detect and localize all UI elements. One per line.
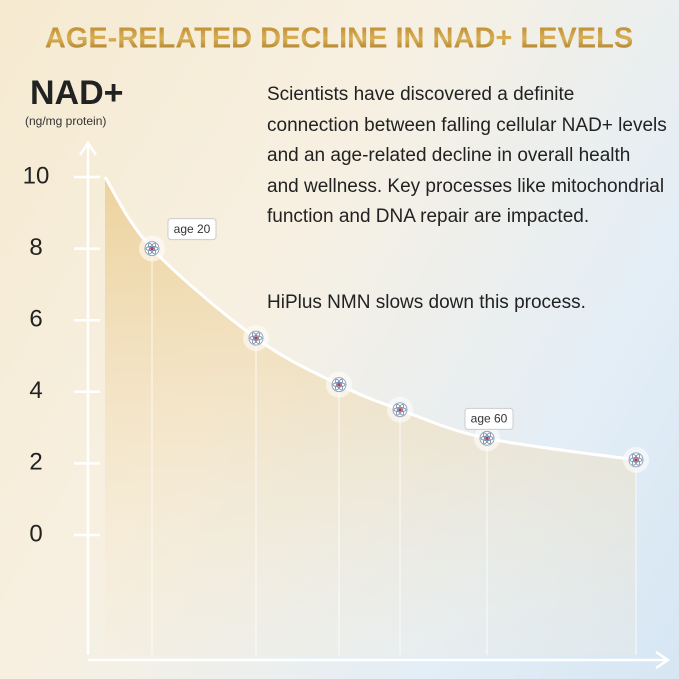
atom-orbit bbox=[148, 242, 156, 255]
data-point bbox=[144, 241, 160, 257]
atom-orbit bbox=[632, 454, 640, 466]
data-point bbox=[479, 430, 495, 446]
annotation-box bbox=[167, 218, 217, 241]
atom-orbit bbox=[335, 378, 343, 391]
atom-orbit bbox=[249, 335, 263, 341]
atom-orbit bbox=[396, 403, 404, 416]
y-tick-label: 6 bbox=[29, 306, 42, 333]
data-point bbox=[392, 402, 408, 418]
atom-core bbox=[634, 458, 638, 462]
atom-orbit bbox=[252, 332, 260, 344]
atom-orbit bbox=[483, 432, 491, 445]
y-tick-label: 8 bbox=[29, 234, 42, 261]
atom-core bbox=[398, 408, 402, 412]
description: Scientists have discovered a definite co… bbox=[267, 84, 667, 227]
atom-core bbox=[150, 247, 154, 251]
x-axis-arrow bbox=[655, 650, 671, 670]
atom-orbit bbox=[332, 382, 346, 388]
annotation-box bbox=[464, 407, 514, 430]
y-tick-label: 0 bbox=[29, 520, 42, 547]
atom-orbit bbox=[145, 246, 159, 252]
y-axis-title: NAD+ bbox=[30, 74, 124, 112]
y-tick-label: 2 bbox=[29, 449, 42, 476]
annotation: age 60 bbox=[471, 412, 508, 426]
claim: HiPlus NMN slows down this process. bbox=[267, 292, 586, 313]
atom-orbit bbox=[632, 454, 640, 466]
y-axis-arrow bbox=[78, 140, 98, 156]
y-axis-unit: (ng/mg protein) bbox=[25, 114, 106, 128]
atom-orbit bbox=[480, 435, 494, 441]
atom-core bbox=[485, 436, 489, 440]
data-point bbox=[331, 377, 347, 393]
atom-orbit bbox=[148, 242, 156, 255]
atom-orbit bbox=[335, 378, 343, 391]
data-point bbox=[628, 452, 644, 468]
atom-orbit bbox=[483, 432, 491, 445]
atom-orbit bbox=[252, 332, 260, 344]
atom-orbit bbox=[629, 457, 643, 463]
atom-core bbox=[337, 383, 341, 387]
chart-title: AGE-RELATED DECLINE IN NAD+ LEVELS bbox=[45, 23, 633, 55]
y-tick-label: 4 bbox=[29, 377, 42, 404]
y-tick-label: 10 bbox=[23, 162, 50, 189]
atom-core bbox=[254, 336, 258, 340]
atom-orbit bbox=[393, 407, 407, 413]
atom-orbit bbox=[396, 403, 404, 416]
area bbox=[105, 177, 636, 655]
annotation: age 20 bbox=[174, 222, 211, 236]
data-point bbox=[248, 330, 264, 346]
